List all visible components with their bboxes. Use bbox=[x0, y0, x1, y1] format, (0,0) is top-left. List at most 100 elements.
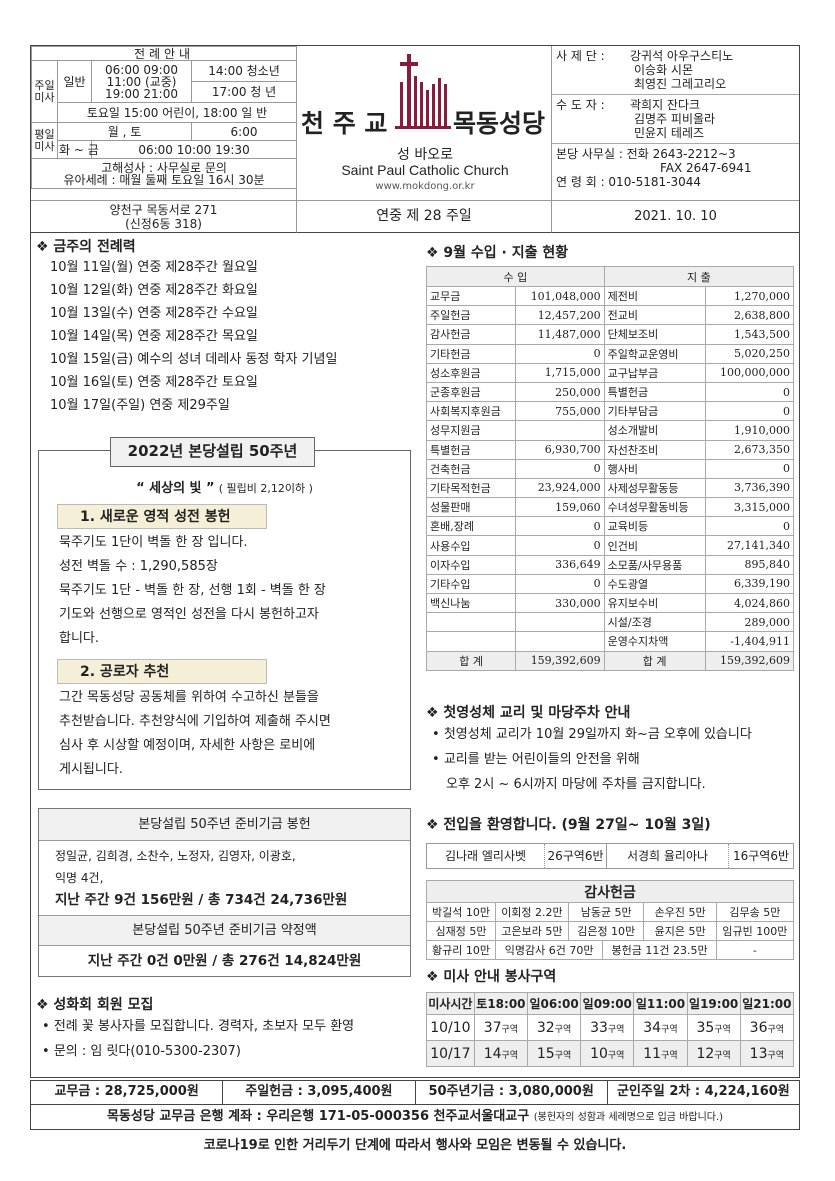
amount-cell bbox=[515, 631, 605, 652]
donor-names: 익명 4건, bbox=[55, 871, 104, 885]
confession: 고해성사 : 사무실로 문의 bbox=[101, 160, 227, 175]
saturday-times: 토요일 15:00 어린이, 18:00 일 반 bbox=[56, 102, 298, 123]
item-cell: 교육비등 bbox=[603, 516, 706, 537]
item-cell: 백신나눔 bbox=[425, 592, 517, 614]
table-row: 성소후원금 1,715,000 교구납부금 100,000,000 bbox=[425, 362, 795, 383]
header-cell: 일06:00 bbox=[526, 992, 582, 1015]
fund-box: 본당설립 50주년 준비기금 봉헌 정일균, 김희경, 소찬수, 노정자, 김영… bbox=[38, 808, 411, 977]
time: 19:00 21:00 bbox=[105, 86, 178, 101]
table-row: 10/17 14구역 15구역 10구역 11구역 12구역 13구역 bbox=[426, 1040, 795, 1067]
donor-cell: 심재정 5만 bbox=[426, 921, 496, 941]
zone-number: 12 bbox=[696, 1045, 715, 1062]
zone-cell: 12구역 bbox=[686, 1040, 741, 1067]
time: 06:00 09:00 bbox=[105, 62, 178, 77]
amount-cell bbox=[515, 420, 605, 441]
zone-unit: 구역 bbox=[661, 1024, 678, 1035]
bullet-text: 오후 2시 ~ 6시까지 마당에 주차를 금지합니다. bbox=[446, 777, 706, 792]
table-row: 황규리 10만 익명감사 6건 70만 봉헌금 11건 23.5만 - bbox=[426, 940, 795, 960]
zone-unit: 구역 bbox=[767, 1024, 785, 1035]
section-title: ❖ 첫영성체 교리 및 마당주차 안내 bbox=[426, 705, 631, 721]
amount-cell: 330,000 bbox=[515, 592, 605, 614]
expense-header: 지 출 bbox=[603, 266, 795, 287]
item-cell: 이자수입 bbox=[425, 554, 517, 575]
zone-cell: 35구역 bbox=[686, 1014, 741, 1041]
priest: 최영진 그레고리오 bbox=[634, 77, 727, 91]
paragraph-line: 기도와 선행으로 영적인 성전을 다시 봉헌하고자 bbox=[59, 607, 319, 622]
item-cell: 사회복지후원금 bbox=[425, 401, 517, 422]
mon-sat: 월 , 토 bbox=[57, 122, 192, 141]
item-cell: 건축헌금 bbox=[425, 458, 517, 479]
amount-cell: 101,048,000 bbox=[515, 285, 605, 307]
table-row: 시설/조경 289,000 bbox=[425, 612, 795, 633]
zone-number: 10 bbox=[590, 1045, 608, 1062]
item-cell: 합 계 bbox=[603, 650, 706, 671]
bullet-text: 전례 꽃 봉사자를 모집합니다. 경력자, 초보자 모두 환영 bbox=[53, 1019, 355, 1034]
member-zone: 16구역6반 bbox=[732, 849, 790, 863]
amount-cell: 159,392,609 bbox=[515, 650, 605, 671]
thanks-title: 감사헌금 bbox=[426, 880, 794, 903]
amount-cell: 0 bbox=[704, 401, 795, 422]
liturgy-item: 10월 13일(수) 연중 제28주간 수요일 bbox=[50, 306, 258, 321]
liturgical-week: 연중 제 28 주일 bbox=[296, 200, 552, 233]
paragraph-line: 성전 벽돌 수 : 1,290,585장 bbox=[59, 559, 218, 574]
amount-cell: 0 bbox=[704, 516, 795, 537]
english-name: Saint Paul Catholic Church bbox=[341, 162, 509, 178]
weekday-label: 평일미사 bbox=[31, 122, 58, 159]
zone-number: 32 bbox=[536, 1019, 555, 1036]
liturgy-item: 10월 12일(화) 연중 제28주간 화요일 bbox=[50, 283, 258, 298]
funeral-phone: 연 령 회 : 010-5181-3044 bbox=[556, 175, 702, 189]
item-cell: 행사비 bbox=[603, 458, 706, 479]
address-line: (신정6동 318) bbox=[125, 217, 202, 231]
logo-text-right: 목동성당 bbox=[453, 109, 546, 138]
item-cell: 기타부담금 bbox=[603, 401, 706, 422]
item-cell bbox=[425, 631, 517, 652]
schedule-title: 전례안내 bbox=[30, 46, 298, 61]
zone-number: 14 bbox=[483, 1045, 502, 1062]
income-header: 수 입 bbox=[426, 266, 605, 287]
date-cell: 10/10 bbox=[426, 1014, 475, 1041]
item-cell: 주일학교운영비 bbox=[603, 343, 706, 364]
table-row: 기타목적헌금 23,924,000 사제성무활동등 3,736,390 bbox=[425, 477, 795, 499]
new-member: 서경희 율리아나 bbox=[607, 844, 729, 868]
religious: 김명주 피비올라 bbox=[634, 112, 716, 126]
item-cell: 운영수지차액 bbox=[603, 631, 706, 652]
section-title: ❖ 금주의 전례력 bbox=[36, 239, 136, 255]
zone-cell: 34구역 bbox=[633, 1014, 688, 1041]
finance-title: ❖ 9월 수입 · 지출 현황 bbox=[426, 245, 569, 261]
theme-reference: ( 필립비 2,12이하 ) bbox=[218, 482, 313, 495]
divider bbox=[552, 143, 799, 144]
table-row: 교무금 101,048,000 제전비 1,270,000 bbox=[425, 285, 795, 307]
bank-account: 목동성당 교무금 은행 계좌 : 우리은행 171-05-000356 천주교서… bbox=[30, 1105, 800, 1130]
liturgy-item: 10월 15일(금) 예수의 성녀 데레사 동정 학자 기념일 bbox=[50, 352, 338, 367]
table-row: 사회복지후원금 755,000 기타부담금 0 bbox=[425, 401, 795, 422]
amount-cell: 159,392,609 bbox=[704, 650, 795, 671]
offering-total: 50주년기금 : 3,080,000원 bbox=[416, 1081, 608, 1104]
table-row: 사용수입 0 인건비 27,141,340 bbox=[425, 535, 795, 556]
item-cell: 기타헌금 bbox=[425, 343, 517, 364]
table-row: 박길석 10만 이회정 2.2만 남동균 5만 손우진 5만 김무송 5만 bbox=[426, 902, 795, 922]
table-row: 이자수입 336,649 소모품/사무용품 895,840 bbox=[425, 554, 795, 575]
table-row: 성물판매 159,060 수녀성무활동비등 3,315,000 bbox=[425, 497, 795, 518]
item-cell: 인건비 bbox=[603, 535, 706, 556]
table-row: 심재정 5만 고은보라 5만 김은정 10만 윤지은 5만 임규빈 100만 bbox=[426, 921, 795, 941]
theme: “ 세상의 빛 ” bbox=[136, 481, 215, 496]
bullet-text: 교리를 받는 어린이들의 안전을 위해 bbox=[443, 752, 640, 767]
donor-cell: 김무송 5만 bbox=[715, 902, 795, 922]
website[interactable]: www.mokdong.or.kr bbox=[375, 181, 475, 192]
amount-cell: 11,487,000 bbox=[515, 324, 605, 345]
item-cell: 전교비 bbox=[603, 305, 706, 326]
member-zone: 26구역6반 bbox=[545, 844, 607, 868]
amount-cell: 4,024,860 bbox=[704, 592, 795, 614]
header-row: 미사시간 토18:00 일06:00 일09:00 일11:00 일19:00 일21:00 bbox=[426, 992, 795, 1015]
service-zone-table: 미사시간 토18:00 일06:00 일09:00 일11:00 일19:00 일21:00… bbox=[426, 992, 795, 1067]
zone-unit: 구역 bbox=[607, 1024, 625, 1035]
zone-cell: 32구역 bbox=[526, 1014, 582, 1041]
zone-number: 34 bbox=[643, 1019, 662, 1036]
donor-cell: 봉헌금 11건 23.5만 bbox=[602, 940, 717, 960]
liturgy-item: 10월 16일(토) 연중 제28주간 토요일 bbox=[50, 375, 258, 390]
paragraph-line: 합니다. bbox=[59, 631, 100, 646]
header-cell: 일11:00 bbox=[633, 992, 688, 1015]
thanks-offering-table: 감사헌금 박길석 10만 이회정 2.2만 남동균 5만 손우진 5만 김무송 5만 심재… bbox=[426, 880, 795, 960]
subsection-title: 2. 공로자 추천 bbox=[57, 659, 267, 684]
amount-cell: 0 bbox=[515, 458, 605, 479]
